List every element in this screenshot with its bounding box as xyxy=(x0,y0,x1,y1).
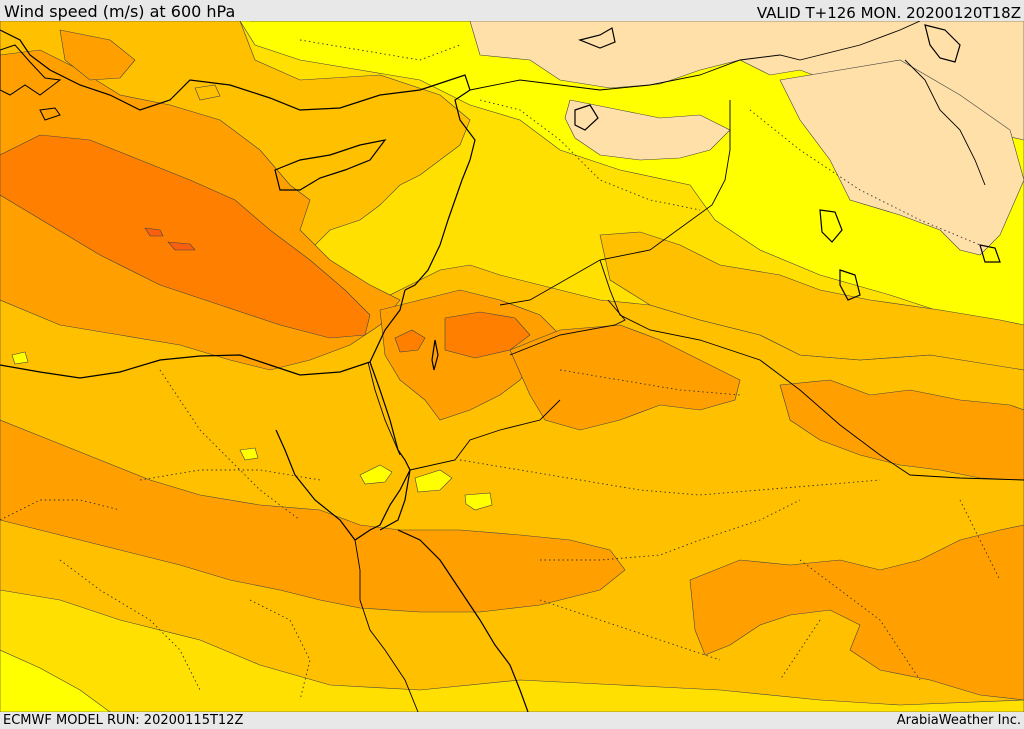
shaded-region xyxy=(779,379,1024,481)
shaded-region xyxy=(564,99,731,161)
shaded-region xyxy=(779,59,1024,256)
shaded-region xyxy=(167,241,196,251)
shaded-region xyxy=(464,492,493,511)
shaded-region xyxy=(0,419,626,613)
shaded-region xyxy=(59,29,136,81)
shaded-region xyxy=(359,464,393,485)
header-bar: Wind speed (m/s) at 600 hPa VALID T+126 … xyxy=(0,0,1024,21)
shaded-region xyxy=(689,524,1024,701)
wind-speed-map xyxy=(0,21,1024,712)
model-run: ECMWF MODEL RUN: 20200115T12Z xyxy=(3,713,244,728)
shaded-region xyxy=(509,324,741,431)
valid-time: VALID T+126 MON. 20200120T18Z xyxy=(756,4,1021,22)
coastlines xyxy=(0,24,1001,712)
internal-boundaries xyxy=(0,39,1001,701)
shaded-region xyxy=(0,649,111,712)
shaded-region xyxy=(394,329,426,353)
shaded-region xyxy=(194,84,221,101)
credit: ArabiaWeather Inc. xyxy=(896,713,1021,728)
shaded-region xyxy=(0,134,371,339)
country-borders xyxy=(354,21,1024,712)
shaded-region xyxy=(144,227,164,237)
shaded-region xyxy=(414,469,453,493)
shaded-region xyxy=(11,351,29,365)
footer-bar: ECMWF MODEL RUN: 20200115T12Z ArabiaWeat… xyxy=(0,712,1024,729)
shaded-region xyxy=(599,231,1024,371)
shaded-region xyxy=(239,447,259,461)
map-title: Wind speed (m/s) at 600 hPa xyxy=(4,2,236,21)
shaded-region xyxy=(444,311,531,359)
